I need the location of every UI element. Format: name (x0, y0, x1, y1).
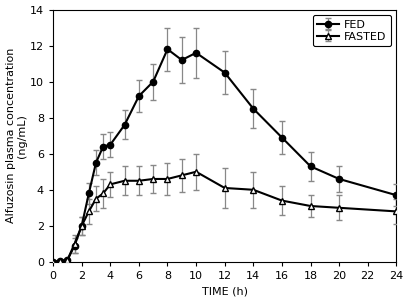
X-axis label: TIME (h): TIME (h) (202, 286, 248, 297)
Legend: FED, FASTED: FED, FASTED (313, 15, 391, 46)
Y-axis label: Alfuzosin plasma concentration
(ng/mL): Alfuzosin plasma concentration (ng/mL) (6, 48, 27, 223)
